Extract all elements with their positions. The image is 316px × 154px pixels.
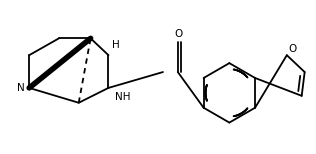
Text: O: O [175, 29, 183, 39]
Text: O: O [289, 44, 297, 54]
Text: H: H [112, 40, 119, 50]
Text: NH: NH [115, 92, 130, 102]
Text: N: N [17, 83, 25, 93]
